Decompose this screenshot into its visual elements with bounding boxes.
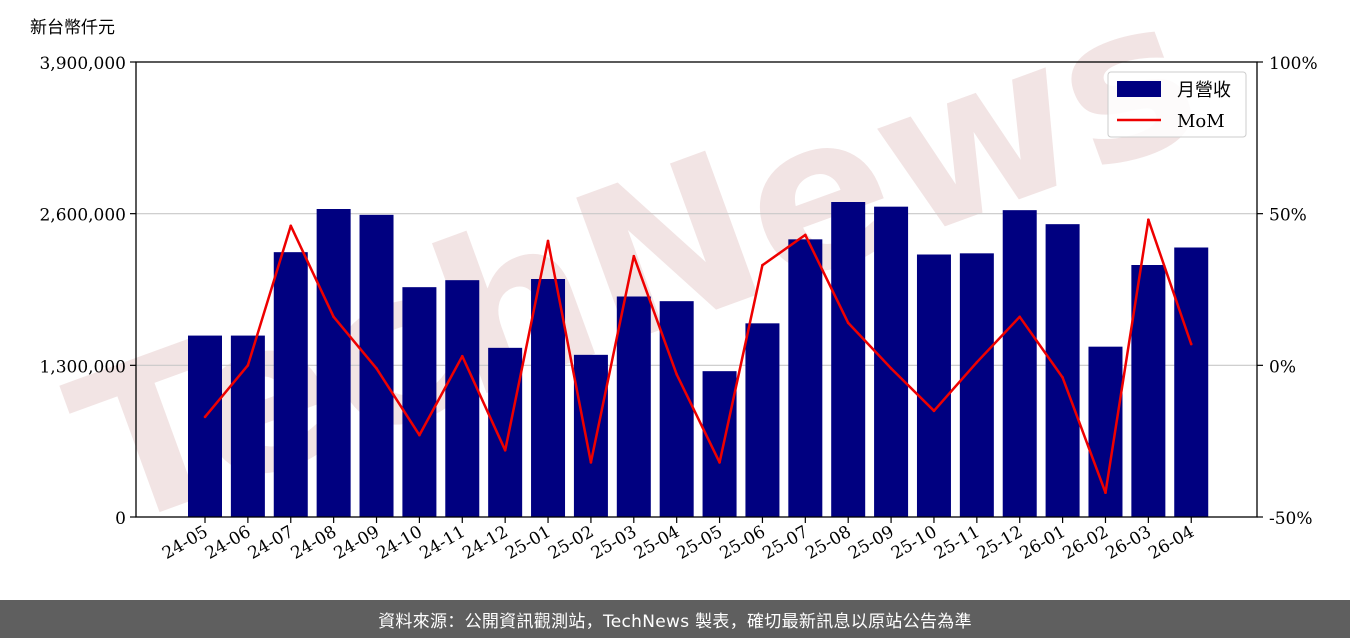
mom-point-25-04 (675, 373, 678, 376)
x-axis: 24-0524-0624-0724-0824-0924-1024-1124-12… (159, 517, 1198, 564)
legend: 月營收 MoM (1107, 71, 1247, 138)
mom-point-25-03 (632, 254, 636, 258)
mom-line (204, 218, 1193, 494)
bar-26-04 (1174, 247, 1209, 517)
mom-point-25-01 (546, 239, 550, 243)
bar-24-07 (273, 252, 308, 517)
x-tick-label: 25-04 (631, 522, 683, 564)
y-axis-unit-label: 新台幣仟元 (30, 18, 115, 38)
mom-point-25-06 (761, 263, 764, 267)
x-tick-label: 25-10 (888, 522, 940, 564)
y-left-tick-label: 2,600,000 (39, 206, 126, 226)
bar-25-04 (659, 301, 694, 517)
source-footer-text: 資料來源：公開資訊觀測站，TechNews 製表，確切最新訊息以原站公告為準 (378, 611, 972, 632)
bar-24-11 (445, 280, 480, 517)
mom-point-25-05 (718, 461, 721, 464)
x-tick-label: 24-11 (416, 522, 468, 564)
bar-24-05 (188, 335, 222, 517)
x-tick-label: 26-04 (1145, 522, 1197, 564)
bar-26-01 (1045, 224, 1080, 517)
legend-label-mom: MoM (1177, 111, 1225, 132)
bar-25-01 (531, 279, 566, 517)
bar-25-10 (916, 254, 951, 517)
y-left-tick-label: 3,900,000 (39, 54, 126, 74)
mom-point-25-12 (1018, 315, 1022, 319)
x-tick-label: 26-03 (1102, 522, 1154, 564)
x-tick-label: 25-07 (759, 522, 811, 564)
mom-point-24-07 (289, 224, 293, 228)
bar-25-02 (573, 354, 608, 517)
mom-point-24-11 (460, 354, 464, 358)
mom-point-24-12 (503, 448, 507, 452)
x-tick-label: 24-12 (459, 522, 511, 564)
mom-point-24-06 (246, 364, 250, 367)
mom-point-25-02 (589, 461, 593, 464)
x-tick-label: 24-08 (288, 522, 340, 564)
mom-point-26-03 (1147, 218, 1150, 222)
bar-26-03 (1131, 265, 1166, 517)
bar-24-10 (402, 287, 437, 517)
bar-25-05 (702, 371, 737, 517)
mom-point-25-07 (804, 233, 807, 237)
x-tick-label: 25-01 (502, 522, 554, 564)
legend-label-revenue: 月營收 (1177, 80, 1231, 101)
y-right-tick-label: -50% (1269, 509, 1313, 529)
source-footer: 資料來源：公開資訊觀測站，TechNews 製表，確切最新訊息以原站公告為準 (0, 600, 1350, 638)
bar-25-07 (788, 239, 823, 518)
bar-25-09 (874, 206, 909, 517)
x-tick-label: 26-01 (1017, 522, 1069, 564)
x-tick-label: 24-10 (373, 522, 425, 564)
legend-bar-swatch (1117, 81, 1161, 97)
x-tick-label: 25-08 (802, 522, 854, 564)
x-tick-label: 24-09 (331, 522, 383, 564)
plot-frame (135, 61, 1258, 518)
x-tick-label: 25-12 (974, 522, 1026, 564)
mom-point-25-08 (846, 321, 850, 325)
mom-point-24-09 (375, 367, 378, 370)
mom-point-25-11 (975, 361, 979, 364)
bar-24-08 (316, 209, 351, 517)
y-right-tick-label: 100% (1269, 54, 1318, 74)
mom-point-25-10 (932, 409, 936, 413)
mom-point-25-09 (889, 367, 893, 370)
y-axis-left: 0 1,300,000 2,600,000 3,900,000 (39, 54, 136, 529)
x-tick-label: 25-06 (716, 522, 768, 564)
x-tick-label: 26-02 (1060, 522, 1112, 564)
mom-point-24-08 (332, 315, 335, 319)
bar-series (188, 202, 1209, 518)
x-tick-label: 25-03 (588, 522, 640, 564)
x-tick-label: 25-11 (931, 522, 983, 564)
bar-24-12 (488, 347, 523, 517)
mom-point-26-02 (1104, 491, 1107, 495)
bar-25-12 (1002, 210, 1037, 517)
y-axis-right: -50% 0% 50% 100% (1257, 54, 1318, 529)
y-right-tick-label: 50% (1269, 206, 1307, 226)
mom-point-26-01 (1061, 376, 1064, 379)
x-tick-label: 25-02 (545, 522, 597, 564)
mom-point-24-10 (418, 433, 421, 437)
mom-point-26-04 (1189, 342, 1193, 346)
bar-25-06 (745, 323, 780, 517)
x-tick-label: 25-09 (845, 522, 897, 564)
y-right-tick-label: 0% (1269, 357, 1296, 377)
mom-line-series (203, 218, 1193, 495)
mom-point-24-05 (203, 415, 207, 419)
bar-25-08 (831, 202, 866, 517)
bar-24-09 (359, 214, 394, 518)
y-left-tick-label: 1,300,000 (39, 357, 126, 377)
bar-25-03 (616, 296, 651, 517)
bar-25-11 (959, 253, 994, 518)
y-left-tick-label: 0 (115, 509, 126, 529)
x-tick-label: 25-05 (674, 522, 726, 564)
